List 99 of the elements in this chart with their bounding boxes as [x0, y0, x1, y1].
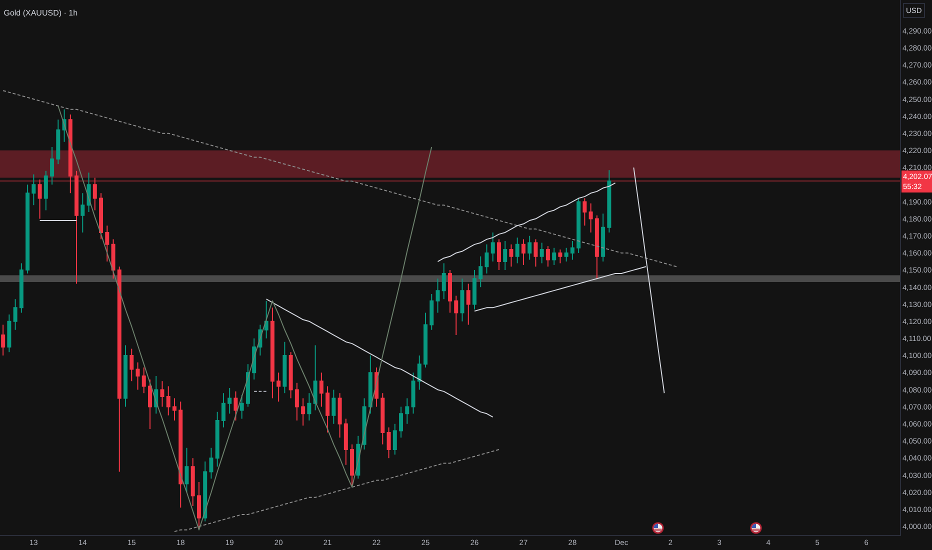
candlestick: [246, 364, 250, 408]
candlestick: [215, 411, 220, 468]
candlestick: [228, 388, 232, 414]
candlestick: [26, 184, 30, 274]
candlestick: [503, 240, 508, 271]
candlestick: [368, 355, 372, 414]
candlestick: [362, 398, 366, 450]
candlestick: [282, 341, 287, 394]
candlestick: [478, 256, 483, 288]
candlestick: [386, 426, 391, 459]
text: Gold (XAUUSD) · 1h: [4, 8, 78, 18]
candlestick: [509, 244, 514, 268]
candlestick: [172, 398, 176, 421]
candlestick: [338, 392, 342, 438]
candlestick: [424, 312, 428, 368]
candlestick: [240, 394, 244, 420]
candlestick: [490, 232, 495, 262]
candlestick: [466, 283, 470, 326]
candlestick: [588, 202, 593, 233]
candlestick: [521, 238, 526, 266]
candlestick: [307, 392, 312, 421]
candlestick: [178, 401, 183, 508]
candlestick: [142, 366, 146, 394]
candlestick: [160, 380, 164, 408]
candlestick: [430, 293, 434, 330]
candlestick: [576, 198, 581, 254]
candlestick: [454, 295, 458, 336]
candlestick: [270, 307, 274, 399]
candlestick: [276, 372, 281, 402]
candlestick: [534, 238, 538, 268]
candlestick: [515, 237, 520, 264]
candlestick: [344, 418, 348, 466]
candlestick: [558, 249, 562, 264]
candlestick: [68, 114, 72, 194]
candlestick: [234, 390, 238, 421]
candlestick: [472, 270, 476, 310]
line-series: [174, 449, 500, 532]
candlestick: [484, 244, 489, 274]
candlestick: [44, 170, 48, 211]
candlestick: [294, 382, 299, 421]
candlestick: [99, 192, 104, 240]
candlestick: [540, 242, 544, 264]
candlestick: [124, 344, 128, 408]
candlestick: [332, 389, 336, 424]
candlestick: [80, 192, 85, 233]
candlestick: [436, 278, 440, 314]
candlestick: [546, 246, 550, 268]
candlestick: [264, 300, 268, 339]
candlestick: [288, 352, 293, 399]
candlestick: [203, 461, 208, 522]
candlestick: [1, 324, 6, 356]
candlestick: [184, 447, 189, 493]
candlestick: [136, 362, 140, 390]
candlestick: [350, 444, 354, 486]
candlestick: [166, 386, 170, 416]
candlestick: [32, 174, 36, 206]
candlestick: [460, 278, 464, 322]
candlestick: [528, 235, 532, 260]
candlestick: [582, 198, 587, 226]
candlestick: [319, 372, 324, 408]
candlestick: [19, 262, 24, 314]
candlestick: [601, 213, 606, 262]
candlestick: [570, 240, 574, 260]
candlestick: [313, 344, 318, 411]
candlestick: [442, 262, 446, 300]
candlestick: [496, 238, 501, 271]
line-series: [2, 90, 678, 268]
candlestick: [56, 119, 60, 165]
candlestick: [399, 406, 404, 438]
candlestick: [301, 398, 306, 426]
line-series: [266, 298, 494, 418]
candlestick: [130, 348, 134, 382]
candlestick: [196, 482, 201, 530]
candlestick: [405, 398, 410, 424]
candlestick: [411, 372, 416, 414]
candlestick: [74, 170, 79, 284]
candlestick: [380, 392, 385, 445]
candlestick: [111, 238, 116, 280]
candlestick: [38, 178, 42, 220]
candlestick: [105, 225, 110, 262]
line-series: [58, 105, 432, 530]
candlestick: [190, 458, 195, 506]
candlestick: [209, 447, 214, 480]
candlestick: [417, 355, 422, 390]
candlestick: [607, 170, 612, 233]
candlestick: [326, 386, 330, 433]
candlestick: [221, 392, 226, 428]
candlestick: [7, 314, 12, 353]
candlestick: [148, 378, 152, 430]
candlestick: [92, 177, 97, 211]
candlestick: [564, 247, 568, 262]
candlestick: [552, 247, 556, 266]
candlestick: [13, 298, 18, 330]
line-series: [437, 182, 616, 262]
candlestick: [448, 270, 452, 314]
candlestick: [594, 214, 599, 280]
candlestick: [50, 146, 54, 186]
candlestick: [392, 423, 397, 456]
candlestick: [117, 266, 122, 472]
